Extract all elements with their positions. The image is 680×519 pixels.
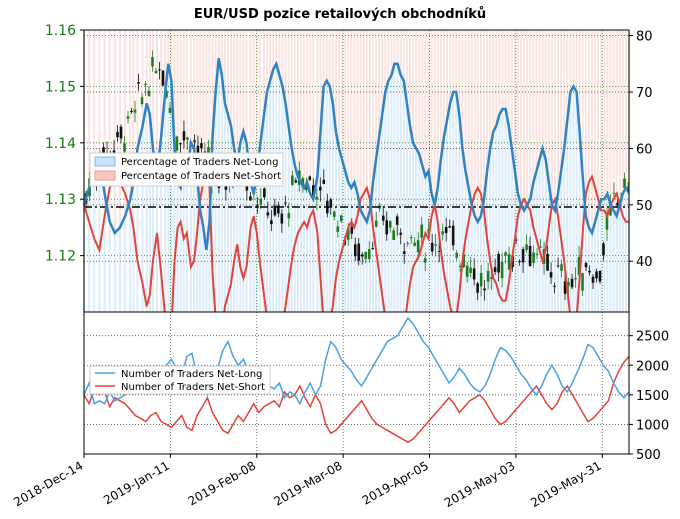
right-tick-label: 70 bbox=[636, 86, 653, 101]
x-tick-label: 2018-Dec-14 bbox=[11, 458, 85, 509]
legend-swatch-net-long bbox=[94, 156, 116, 167]
right-tick-label: 50 bbox=[636, 199, 653, 214]
legend-label-num-long: Number of Traders Net-Long bbox=[121, 369, 262, 380]
legend-label-num-short: Number of Traders Net-Short bbox=[121, 382, 265, 393]
x-tick-label: 2019-Apr-05 bbox=[360, 458, 431, 507]
right-tick-label: 60 bbox=[636, 142, 653, 157]
x-tick-label: 2019-May-03 bbox=[442, 458, 517, 510]
left-tick-label: 1.12 bbox=[45, 249, 76, 265]
top-right-axis: 80 70 60 50 40 bbox=[629, 30, 653, 270]
bottom-right-tick-label: 1000 bbox=[636, 418, 669, 433]
chart-title: EUR/USD pozice retailových obchodníků bbox=[194, 7, 486, 22]
bottom-right-axis: 2500 2000 1500 1000 500 bbox=[629, 330, 669, 463]
num-net-long-line bbox=[83, 316, 630, 406]
legend-swatch-net-short bbox=[94, 170, 116, 181]
legend-label-net-short: Percentage of Traders Net-Short bbox=[121, 171, 281, 182]
legend-label-net-long: Percentage of Traders Net-Long bbox=[121, 157, 279, 168]
bottom-right-tick-label: 2500 bbox=[636, 330, 669, 345]
x-axis: 2018-Dec-14 2019-Jan-11 2019-Feb-08 2019-Ma… bbox=[11, 454, 604, 510]
bottom-right-tick-label: 500 bbox=[636, 448, 661, 463]
bottom-right-tick-label: 2000 bbox=[636, 359, 669, 374]
right-tick-label: 80 bbox=[636, 30, 653, 45]
bottom-legend: Number of Traders Net-Long Number of Tra… bbox=[89, 365, 271, 395]
x-tick-label: 2019-Mar-08 bbox=[272, 458, 345, 508]
left-tick-label: 1.15 bbox=[45, 79, 76, 95]
bottom-right-tick-label: 1500 bbox=[636, 389, 669, 404]
bottom-panel: 2500 2000 1500 1000 500 Number of Traders Ne… bbox=[83, 311, 669, 463]
x-tick-label: 2019-Jan-11 bbox=[101, 458, 172, 507]
top-legend: Percentage of Traders Net-Long Percentag… bbox=[89, 152, 284, 187]
pct-net-short-line bbox=[83, 159, 629, 352]
left-tick-label: 1.13 bbox=[45, 192, 76, 208]
left-tick-label: 1.16 bbox=[45, 23, 76, 39]
right-tick-label: 40 bbox=[636, 255, 653, 270]
bottom-panel-border bbox=[83, 311, 630, 455]
top-panel: 1.16 1.15 1.14 1.13 1.12 80 70 60 50 40 Percenta… bbox=[45, 23, 653, 352]
x-tick-label: 2019-Feb-08 bbox=[186, 458, 259, 508]
num-net-short-line bbox=[83, 355, 630, 444]
x-tick-label: 2019-May-31 bbox=[528, 458, 603, 510]
top-left-axis: 1.16 1.15 1.14 1.13 1.12 bbox=[45, 23, 84, 265]
left-tick-label: 1.14 bbox=[45, 136, 76, 152]
